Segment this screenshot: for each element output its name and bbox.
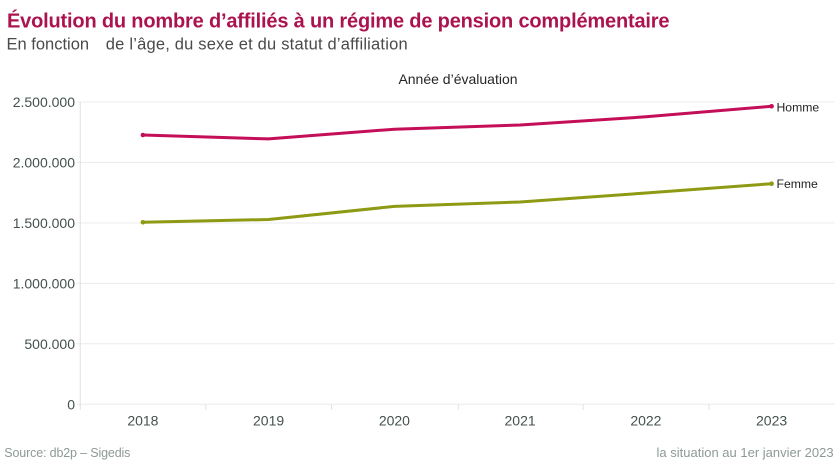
- svg-text:la situation au 1er janvier 20: la situation au 1er janvier 2023: [657, 445, 834, 460]
- svg-text:0: 0: [67, 396, 75, 412]
- svg-text:de l’âge, du sexe et du statut: de l’âge, du sexe et du statut d’affilia…: [106, 35, 408, 53]
- svg-text:Femme: Femme: [777, 177, 819, 191]
- svg-text:En fonction: En fonction: [7, 35, 90, 53]
- svg-text:2018: 2018: [127, 413, 158, 429]
- svg-text:Évolution du nombre d’affiliés: Évolution du nombre d’affiliés à un régi…: [7, 9, 669, 32]
- svg-text:2022: 2022: [630, 413, 661, 429]
- svg-text:2021: 2021: [505, 413, 536, 429]
- svg-text:Homme: Homme: [777, 101, 820, 115]
- svg-text:Source: db2p – Sigedis: Source: db2p – Sigedis: [4, 446, 130, 460]
- svg-text:1.000.000: 1.000.000: [13, 276, 75, 292]
- svg-text:2.500.000: 2.500.000: [13, 94, 75, 110]
- svg-text:2.000.000: 2.000.000: [13, 155, 75, 171]
- svg-text:500.000: 500.000: [24, 336, 75, 352]
- svg-text:Année d’évaluation: Année d’évaluation: [398, 71, 517, 87]
- svg-text:2023: 2023: [756, 413, 787, 429]
- svg-text:1.500.000: 1.500.000: [13, 215, 75, 231]
- svg-text:2020: 2020: [379, 413, 410, 429]
- svg-text:2019: 2019: [253, 413, 284, 429]
